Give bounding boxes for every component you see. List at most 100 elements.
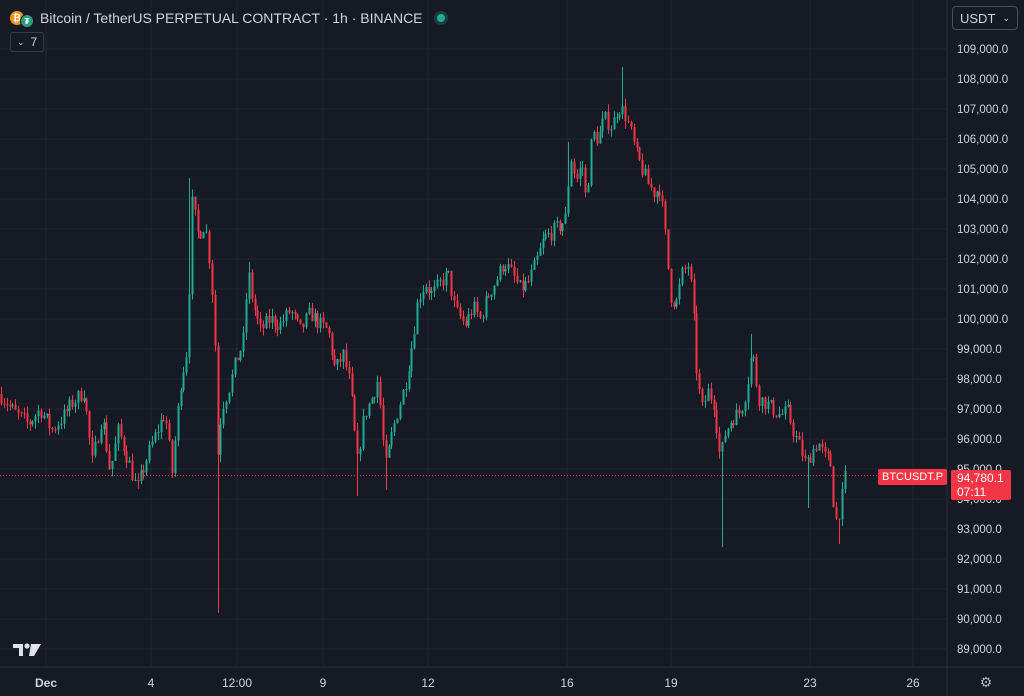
tether-icon: ₮ xyxy=(20,14,34,28)
candle-body xyxy=(581,167,584,169)
candle-body xyxy=(667,229,670,269)
x-tick-label: 4 xyxy=(148,676,155,690)
candle-body xyxy=(778,414,781,418)
candle-body xyxy=(695,313,698,374)
candle-body xyxy=(553,222,556,241)
candle-body xyxy=(533,259,536,270)
candle-body xyxy=(416,302,419,335)
candle-body xyxy=(285,309,288,322)
y-tick-label: 90,000.0 xyxy=(957,614,1002,626)
candle-body xyxy=(151,441,154,445)
candle-body xyxy=(527,281,530,283)
candle-body xyxy=(294,312,297,315)
candle-body xyxy=(111,460,114,470)
y-tick-label: 108,000.0 xyxy=(957,74,1008,86)
candle-body xyxy=(60,423,63,426)
candle-body xyxy=(23,412,26,414)
candle-body xyxy=(274,316,277,327)
candle-body xyxy=(265,315,268,329)
candle-body xyxy=(43,415,46,418)
candle-body xyxy=(6,403,9,406)
candle-body xyxy=(157,432,160,434)
candle-body xyxy=(513,266,516,276)
candle-body xyxy=(764,397,767,409)
candle-body xyxy=(185,357,188,373)
tradingview-logo-icon[interactable] xyxy=(12,640,42,660)
candle-body xyxy=(342,349,345,362)
candle-body xyxy=(125,451,128,463)
candle-body xyxy=(479,312,482,318)
candle-body xyxy=(690,266,693,280)
candle-body xyxy=(693,279,696,314)
candle-body xyxy=(188,294,191,358)
candle-body xyxy=(678,283,681,300)
candle-body xyxy=(180,389,183,406)
candle-body xyxy=(442,279,445,286)
candle-body xyxy=(66,409,69,411)
candle-body xyxy=(231,374,234,393)
candle-body xyxy=(262,324,265,329)
indicators-toggle-button[interactable]: ⌄ 7 xyxy=(10,32,45,52)
currency-select[interactable]: USDT ⌄ xyxy=(952,6,1018,30)
candle-body xyxy=(205,231,208,233)
candle-body xyxy=(807,457,810,459)
candle-body xyxy=(482,317,485,319)
candle-body xyxy=(522,280,525,291)
candle-body xyxy=(459,306,462,317)
candle-body xyxy=(390,432,393,446)
candle-body xyxy=(430,290,433,294)
candle-body xyxy=(530,269,533,282)
candle-body xyxy=(567,186,570,214)
candle-body xyxy=(752,356,755,359)
candle-body xyxy=(202,232,205,239)
candle-body xyxy=(829,453,832,467)
candle-body xyxy=(485,296,488,318)
candle-body xyxy=(610,129,613,131)
candle-body xyxy=(673,302,676,307)
candle-body xyxy=(795,436,798,438)
candle-body xyxy=(744,402,747,412)
candle-body xyxy=(325,322,328,328)
symbol-title[interactable]: Bitcoin / TetherUS PERPETUAL CONTRACT · … xyxy=(40,10,423,26)
candle-body xyxy=(704,401,707,403)
candle-body xyxy=(556,221,559,223)
candle-body xyxy=(34,416,37,422)
candle-body xyxy=(419,299,422,303)
y-tick-label: 98,000.0 xyxy=(957,374,1002,386)
candle-body xyxy=(627,121,630,123)
candle-body xyxy=(809,457,812,464)
candle-body xyxy=(496,279,499,286)
candle-body xyxy=(653,187,656,198)
candle-body xyxy=(772,400,775,416)
candle-body xyxy=(279,322,282,331)
candle-body xyxy=(453,295,456,301)
candle-body xyxy=(191,196,194,295)
candle-body xyxy=(137,480,140,482)
y-tick-label: 101,000.0 xyxy=(957,284,1008,296)
candle-body xyxy=(770,400,773,402)
candle-body xyxy=(599,131,602,144)
candle-body xyxy=(282,321,285,323)
candle-body xyxy=(559,221,562,232)
candle-body xyxy=(636,141,639,148)
y-tick-label: 92,000.0 xyxy=(957,554,1002,566)
candle-body xyxy=(131,460,134,481)
candle-body xyxy=(91,437,94,456)
candle-body xyxy=(63,409,66,424)
y-tick-label: 93,000.0 xyxy=(957,524,1002,536)
candle-body xyxy=(661,195,664,202)
time-axis: Dec 4 12:00 9 12 16 19 23 26 xyxy=(35,676,920,690)
candle-body xyxy=(470,313,473,315)
candle-body xyxy=(402,390,405,405)
candle-body xyxy=(713,399,716,410)
candle-body xyxy=(587,185,590,193)
candle-body xyxy=(832,466,835,508)
candle-body xyxy=(755,356,758,387)
candle-body xyxy=(242,332,245,352)
gear-icon[interactable]: ⚙ xyxy=(979,674,993,690)
candle-body xyxy=(194,196,197,210)
candle-body xyxy=(579,168,582,179)
candle-body xyxy=(365,415,368,417)
candle-body xyxy=(422,291,425,300)
